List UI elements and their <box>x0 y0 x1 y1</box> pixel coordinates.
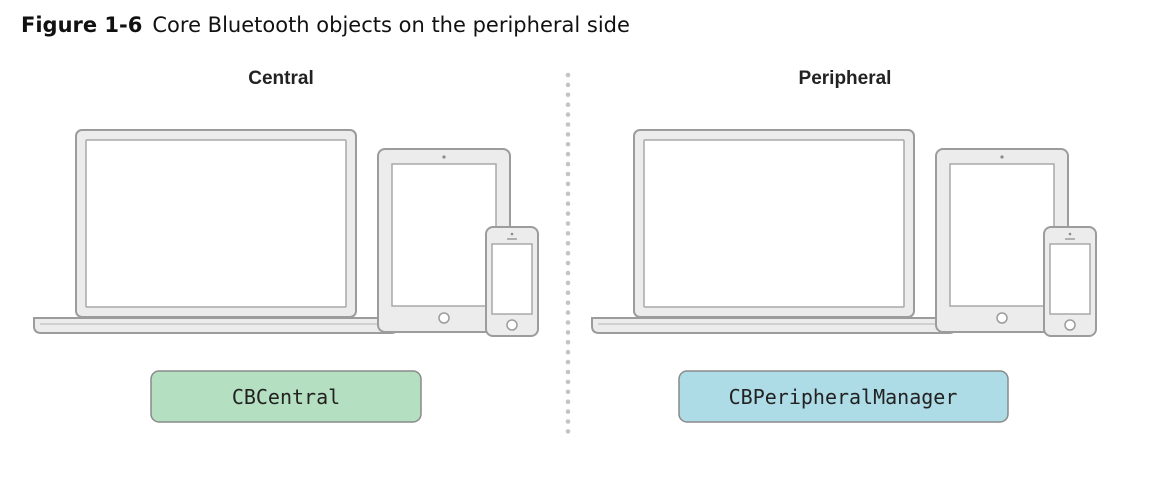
divider-dot <box>565 151 571 157</box>
divider-dot <box>565 241 571 246</box>
divider-dot <box>565 330 571 335</box>
divider-dot <box>565 260 571 266</box>
figure-caption: Figure 1-6 Core Bluetooth objects on the … <box>21 13 630 37</box>
divider-dot <box>565 270 571 276</box>
divider-dot <box>565 132 571 137</box>
divider-dot <box>565 389 571 395</box>
divider-dot <box>565 201 571 206</box>
divider-dot <box>565 211 571 216</box>
divider-dot <box>565 171 571 177</box>
divider-dot <box>565 250 571 256</box>
peripheral-phone-icon <box>1043 226 1097 337</box>
central-group: Central CBCentral <box>33 68 539 423</box>
side-divider <box>565 72 571 434</box>
divider-dot <box>565 122 571 127</box>
divider-dot <box>565 359 571 365</box>
divider-dot <box>565 72 571 78</box>
divider-dot <box>565 92 571 98</box>
central-object-label: CBCentral <box>232 385 340 409</box>
divider-dot <box>565 340 571 345</box>
divider-dot <box>565 181 571 187</box>
central-label: Central <box>248 68 313 89</box>
divider-dot <box>565 161 571 167</box>
divider-dot <box>565 409 571 414</box>
divider-dot <box>565 290 571 296</box>
divider-dot <box>565 300 571 306</box>
divider-dot <box>565 102 571 107</box>
divider-dot <box>565 82 571 88</box>
figure-number: Figure 1-6 <box>21 13 143 37</box>
peripheral-laptop-icon <box>591 129 957 334</box>
divider-dot <box>565 320 571 325</box>
divider-dot <box>565 221 571 226</box>
divider-dot <box>565 349 571 355</box>
peripheral-devices <box>591 129 1097 337</box>
divider-dot <box>565 379 571 385</box>
central-phone-icon <box>485 226 539 337</box>
divider-dot <box>565 231 571 236</box>
divider-dot <box>565 369 571 375</box>
divider-dot <box>565 310 571 315</box>
central-laptop-icon <box>33 129 399 334</box>
peripheral-object-label: CBPeripheralManager <box>729 385 958 409</box>
divider-dot <box>565 399 571 405</box>
central-object-box <box>150 370 422 423</box>
peripheral-label: Peripheral <box>799 68 892 89</box>
peripheral-object-box <box>678 370 1009 423</box>
divider-dot <box>565 191 571 197</box>
divider-dot <box>565 142 571 147</box>
divider-dot <box>565 280 571 286</box>
peripheral-group: Peripheral CBPeripheralManager <box>591 68 1097 423</box>
figure-title: Core Bluetooth objects on the peripheral… <box>152 13 630 37</box>
divider-dot <box>565 429 571 434</box>
divider-dot <box>565 419 571 424</box>
central-devices <box>33 129 539 337</box>
divider-dot <box>565 112 571 117</box>
